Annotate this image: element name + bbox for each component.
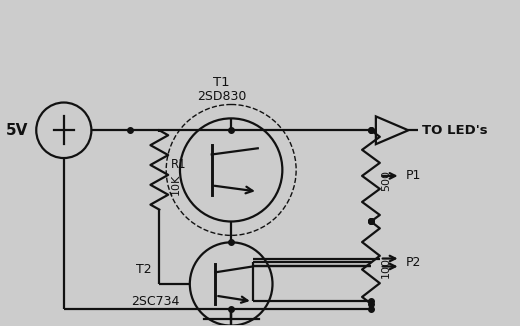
Text: 2SD830: 2SD830 xyxy=(197,90,246,103)
Text: TO LED's: TO LED's xyxy=(422,124,488,137)
Text: R1: R1 xyxy=(171,158,187,171)
Text: P1: P1 xyxy=(406,170,421,182)
Text: 2SC734: 2SC734 xyxy=(131,295,179,308)
Text: T1: T1 xyxy=(213,76,230,89)
Text: 10K: 10K xyxy=(171,174,181,196)
Text: T2: T2 xyxy=(136,262,151,275)
Text: 500: 500 xyxy=(381,170,391,191)
Text: 100: 100 xyxy=(381,257,391,278)
Text: 5V: 5V xyxy=(6,123,29,138)
Text: P2: P2 xyxy=(406,256,421,269)
